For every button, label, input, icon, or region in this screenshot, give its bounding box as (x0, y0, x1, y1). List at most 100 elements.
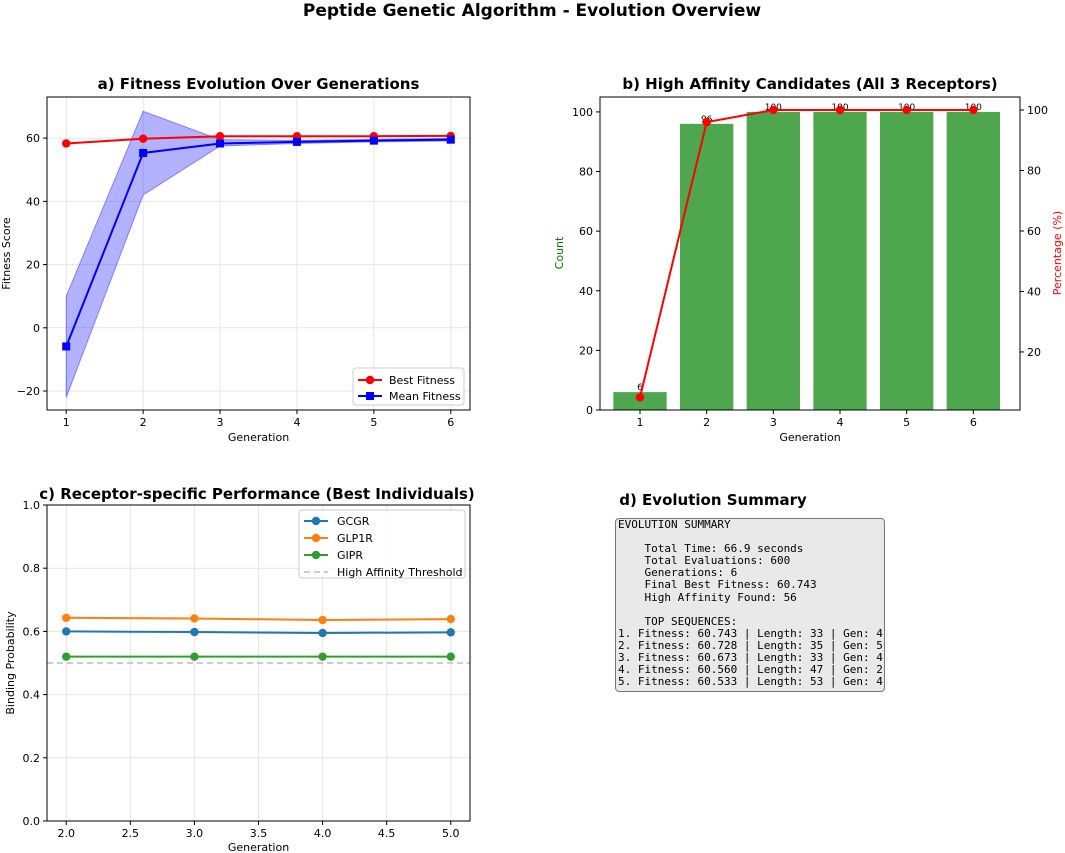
x-tick-label: 2 (140, 416, 147, 429)
y-axis-label-count: Count (553, 236, 566, 269)
legend-label: GIPR (337, 549, 363, 562)
x-tick-label: 2.5 (122, 827, 140, 840)
chart-title: a) Fitness Evolution Over Generations (98, 75, 420, 93)
legend-marker (311, 533, 321, 543)
bar (746, 111, 800, 411)
axes-frame (46, 96, 471, 411)
data-point (62, 627, 71, 636)
y-tick-label: 40 (26, 195, 40, 208)
bar (880, 111, 934, 411)
chart-title: c) Receptor-specific Performance (Best I… (39, 485, 475, 503)
legend-marker (311, 550, 321, 560)
data-point (190, 627, 199, 637)
x-tick-label: 3.5 (250, 827, 268, 840)
legend: Best Fitness Mean Fitness (352, 367, 465, 406)
y-tick-label: 80 (579, 166, 593, 179)
y-tick-label: 20 (579, 344, 593, 357)
y-axis-label-percentage: Percentage (%) (1051, 211, 1064, 295)
right-tick-label: 100 (1027, 104, 1048, 117)
x-tick-label: 4 (837, 416, 844, 429)
figure-title: Peptide Genetic Algorithm - Evolution Ov… (303, 1, 762, 21)
y-tick-label: 0.4 (23, 689, 41, 702)
data-point (446, 614, 455, 624)
data-point (139, 148, 148, 157)
y-tick-label: 20 (26, 259, 40, 272)
bar (813, 111, 867, 411)
x-tick-label: 2 (703, 416, 710, 429)
data-point (190, 652, 199, 661)
legend-box (298, 509, 466, 579)
series-line (66, 616, 451, 622)
data-point (215, 132, 225, 141)
percentage-line (639, 109, 974, 398)
x-tick-label: 3 (770, 416, 777, 429)
data-point (318, 628, 327, 638)
x-tick-label: 5 (903, 416, 910, 429)
axes-frame (599, 96, 1021, 411)
data-point (216, 139, 225, 148)
data-point (62, 652, 71, 661)
right-tick-label: 60 (1027, 225, 1041, 238)
legend-label: High Affinity Threshold (337, 566, 463, 579)
legend-label: Mean Fitness (389, 390, 461, 403)
std-band (65, 110, 452, 398)
y-tick-label: 0 (586, 404, 593, 417)
data-point (318, 652, 327, 661)
data-point (62, 139, 71, 148)
percentage-point (702, 117, 711, 127)
y-tick-label: 0 (33, 322, 40, 335)
data-point (292, 137, 301, 146)
y-tick-label: 60 (26, 132, 40, 145)
x-tick-label: 2.0 (57, 827, 75, 840)
x-tick-label: 3 (217, 416, 224, 429)
legend: GCGR GLP1R GIPR High Affinity Threshold (298, 509, 466, 579)
legend-marker (311, 516, 321, 526)
x-axis-label: Generation (228, 841, 289, 853)
x-tick-label: 1 (637, 416, 644, 429)
percentage-point (769, 105, 778, 115)
series-line (66, 630, 451, 634)
legend-label: Best Fitness (389, 374, 455, 387)
percentage-point (635, 393, 645, 402)
y-tick-label: 1.0 (23, 499, 41, 512)
percentage-point (902, 105, 911, 115)
y-axis-label: Fitness Score (0, 217, 13, 290)
bar (946, 111, 1000, 411)
y-tick-label: −20 (17, 385, 40, 398)
x-tick-label: 4.5 (378, 827, 396, 840)
data-point (446, 628, 455, 637)
bar (680, 123, 734, 410)
y-tick-label: 100 (572, 106, 593, 119)
data-point (446, 135, 455, 144)
data-point (62, 342, 71, 351)
percentage-point (969, 105, 978, 115)
y-tick-label: 60 (579, 225, 593, 238)
legend-marker (366, 392, 374, 400)
series-line (66, 134, 451, 145)
x-tick-label: 4.0 (314, 827, 332, 840)
series-line (65, 138, 451, 347)
x-tick-label: 5.0 (442, 827, 460, 840)
y-tick-label: 0.6 (23, 625, 41, 638)
right-tick-label: 20 (1027, 346, 1041, 359)
x-tick-label: 4 (293, 416, 300, 429)
data-point (62, 613, 71, 623)
panel-b-high-affinity: b) High Affinity Candidates (All 3 Recep… (553, 75, 1064, 444)
legend-label: GLP1R (337, 532, 373, 545)
percentage-point (835, 105, 845, 115)
data-point (138, 134, 148, 143)
x-tick-label: 6 (447, 416, 454, 429)
bar-value-label: 6 (637, 383, 643, 393)
x-tick-label: 1 (63, 416, 70, 429)
summary-box (615, 518, 885, 692)
x-tick-label: 6 (970, 416, 977, 429)
x-tick-label: 3.0 (186, 827, 204, 840)
right-tick-label: 80 (1027, 164, 1041, 177)
x-axis-label: Generation (228, 431, 289, 444)
legend-label: GCGR (337, 515, 370, 528)
y-axis-label: Binding Probability (4, 611, 17, 715)
y-tick-label: 0.8 (23, 562, 41, 575)
data-point (369, 136, 378, 145)
summary-text: EVOLUTION SUMMARY Total Time: 66.9 secon… (618, 518, 883, 689)
